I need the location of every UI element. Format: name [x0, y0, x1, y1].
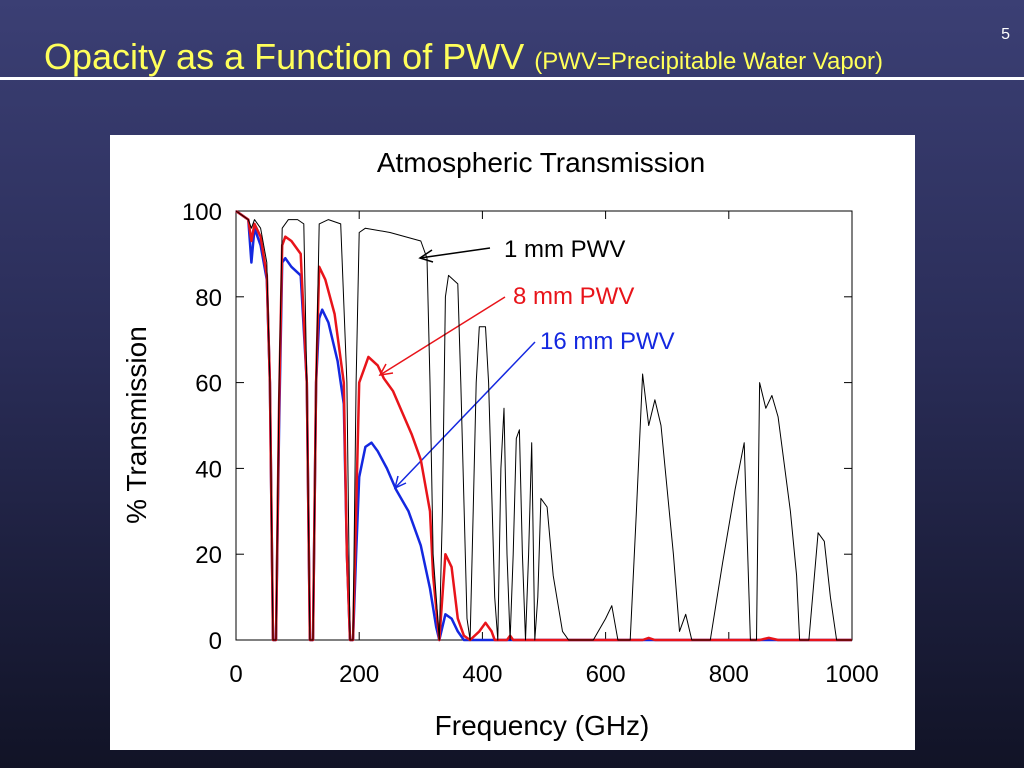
subtitle: (PWV=Precipitable Water Vapor) — [534, 48, 884, 75]
annotation: 16 mm PWV — [540, 328, 675, 355]
y-tick-label: 80 — [195, 285, 222, 312]
x-tick-label: 0 — [229, 661, 242, 688]
x-axis-label: Frequency (GHz) — [435, 710, 650, 741]
x-tick-label: 200 — [339, 661, 379, 688]
y-tick-label: 40 — [195, 456, 222, 483]
title-rule — [0, 77, 1024, 80]
y-tick-label: 100 — [182, 199, 222, 226]
x-tick-label: 400 — [462, 661, 502, 688]
slide-title: Opacity as a Function of PWV (PWV=Precip… — [44, 36, 883, 78]
annotation: 8 mm PWV — [513, 283, 634, 310]
chart-background — [110, 135, 915, 750]
y-tick-label: 60 — [195, 371, 222, 398]
annotation: 1 mm PWV — [504, 236, 625, 263]
chart: Atmospheric Transmission Frequency (GHz)… — [110, 135, 915, 750]
annotation-arrowhead — [378, 363, 394, 376]
annotation-arrowhead — [418, 249, 434, 263]
title-main: Opacity as a Function of PWV — [44, 36, 525, 77]
y-axis-label: % Transmission — [121, 326, 152, 524]
x-tick-label: 800 — [709, 661, 749, 688]
annotation-arrow — [394, 341, 536, 489]
annotation-arrow — [379, 296, 506, 376]
y-tick-label: 0 — [209, 628, 222, 655]
line-series — [235, 210, 852, 641]
annotation-arrow — [419, 247, 491, 259]
page-number: 5 — [1001, 26, 1010, 43]
chart-title: Atmospheric Transmission — [377, 147, 705, 178]
y-tick-label: 20 — [195, 542, 222, 569]
x-tick-label: 600 — [586, 661, 626, 688]
x-tick-label: 1000 — [825, 661, 878, 688]
